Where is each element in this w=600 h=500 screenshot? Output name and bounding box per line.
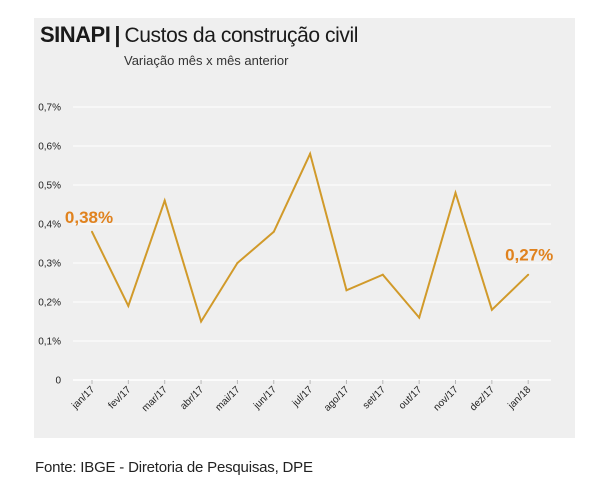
data-point: [345, 289, 348, 292]
chart-title: Custos da construção civil: [124, 24, 359, 47]
data-point: [127, 304, 130, 307]
data-point: [418, 316, 421, 319]
x-tick-label: mar/17: [140, 384, 170, 414]
x-tick-label: jun/17: [251, 384, 279, 412]
y-tick-label: 0: [55, 376, 61, 387]
x-tick-label: ago/17: [322, 384, 352, 414]
source-note: Fonte: IBGE - Diretoria de Pesquisas, DP…: [35, 459, 313, 476]
x-tick-label: fev/17: [106, 384, 133, 411]
title-separator: |: [114, 22, 121, 47]
chart-panel: [34, 18, 575, 438]
x-tick-label: jul/17: [290, 384, 316, 410]
y-tick-label: 0,2%: [38, 298, 61, 309]
x-tick-label: jan/18: [506, 384, 534, 412]
data-point: [200, 320, 203, 323]
x-tick-label: mai/17: [214, 384, 243, 413]
y-tick-label: 0,5%: [38, 181, 61, 192]
data-point: [381, 273, 384, 276]
brand-label: SINAPI: [40, 22, 111, 47]
chart-subtitle: Variação mês x mês anterior: [124, 53, 289, 68]
y-tick-label: 0,7%: [38, 103, 61, 114]
series-line: [91, 150, 529, 324]
data-point: [91, 230, 93, 233]
data-point: [236, 262, 239, 264]
data-annotation: 0,38%: [65, 208, 113, 227]
x-tick-label: nov/17: [432, 384, 461, 413]
x-tick-label: jan/17: [69, 384, 97, 412]
y-tick-label: 0,1%: [38, 337, 61, 348]
data-point: [163, 199, 166, 202]
x-tick-label: abr/17: [178, 384, 206, 412]
chart-header: SINAPI | Custos da construção civil: [40, 22, 358, 48]
data-point: [490, 308, 493, 311]
data-point: [309, 152, 312, 155]
x-tick-label: dez/17: [468, 384, 497, 413]
x-tick-label: out/17: [397, 384, 425, 412]
y-tick-label: 0,6%: [38, 142, 61, 153]
x-tick-label: set/17: [361, 384, 388, 411]
data-point: [272, 230, 275, 233]
data-point: [454, 191, 457, 194]
data-annotation: 0,27%: [505, 246, 553, 265]
y-tick-label: 0,4%: [38, 220, 61, 231]
y-tick-label: 0,3%: [38, 259, 61, 270]
data-point: [527, 273, 530, 276]
